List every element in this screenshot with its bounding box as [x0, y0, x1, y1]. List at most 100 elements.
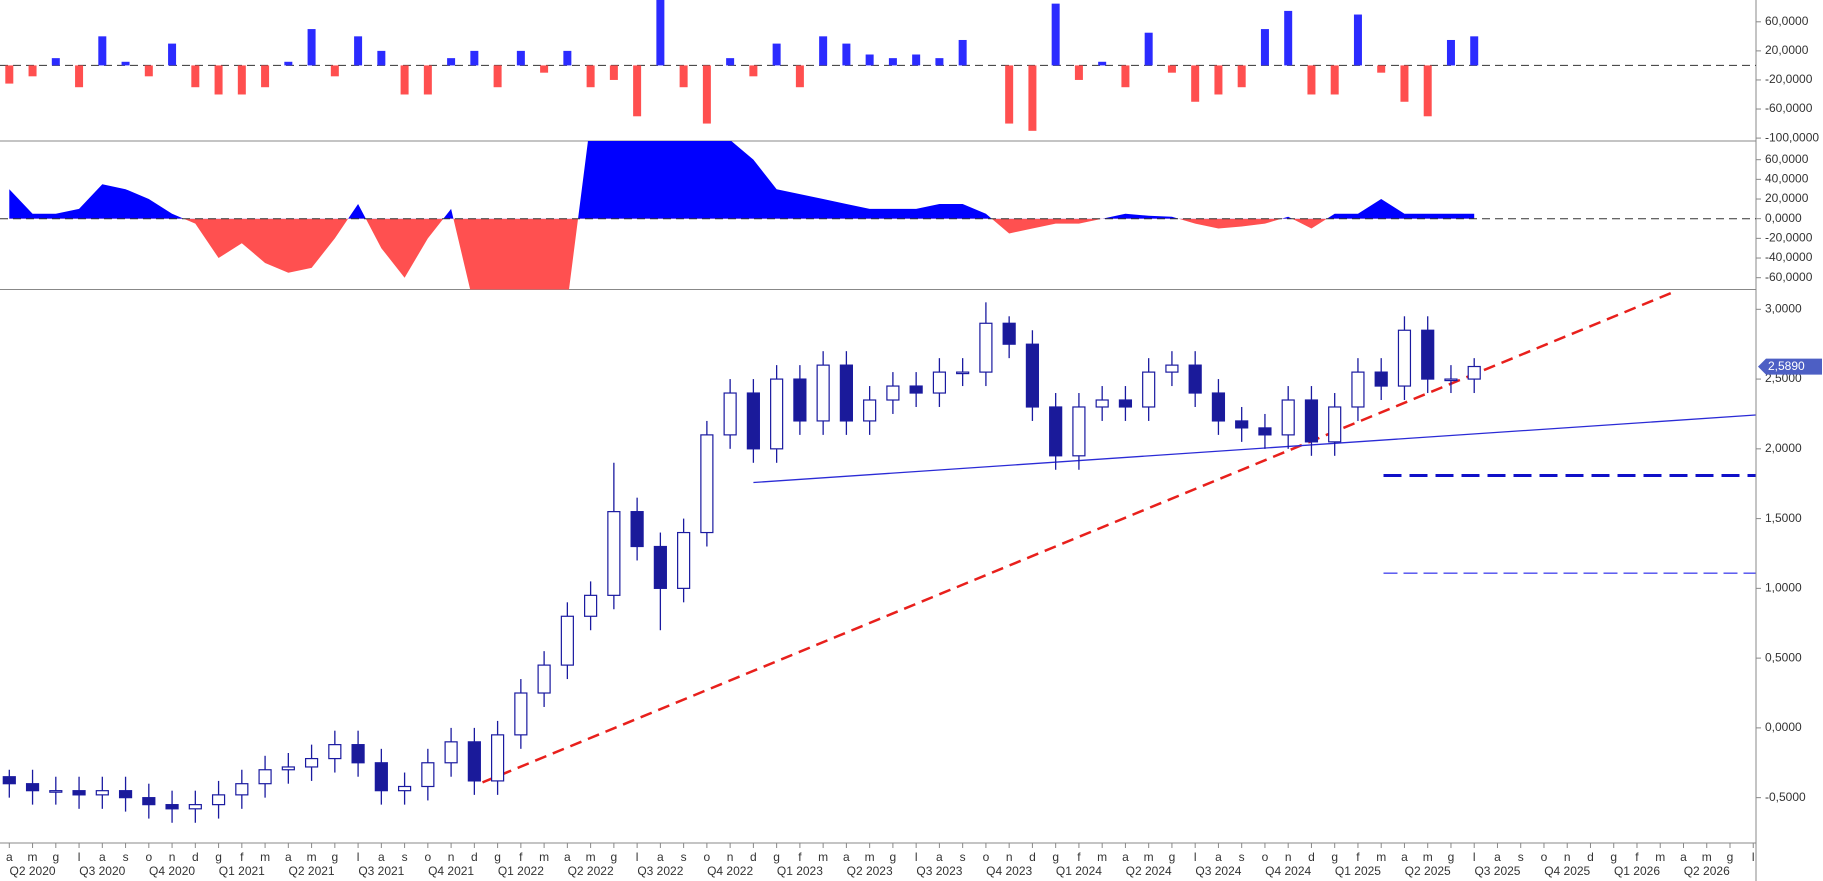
x-tick-label: f [1077, 850, 1081, 864]
quarter-label: Q1 2023 [777, 864, 823, 878]
bar [819, 36, 828, 66]
bar [563, 50, 572, 66]
area-positive [9, 141, 1475, 219]
bar [1400, 65, 1409, 102]
x-tick-label: g [331, 850, 338, 864]
x-tick-label: a [1122, 850, 1129, 864]
bar [144, 65, 153, 77]
y-tick-label: 2,0000 [1765, 441, 1802, 455]
bar [493, 65, 502, 88]
bar [1446, 39, 1455, 66]
candle-body [1444, 378, 1458, 382]
x-tick-label: g [52, 850, 59, 864]
candle-body [1397, 329, 1412, 387]
candle-body [979, 322, 993, 373]
candle-body [1281, 399, 1295, 436]
x-tick-label: s [681, 850, 687, 864]
x-tick-label: a [99, 850, 106, 864]
candle-body [1328, 406, 1342, 443]
candle-body [607, 511, 621, 596]
candle-body [909, 385, 923, 394]
x-tick-label: l [1194, 850, 1197, 864]
x-tick-label: a [843, 850, 850, 864]
bar [330, 65, 339, 77]
candle-body [723, 392, 737, 436]
y-tick-label: -100,0000 [1765, 130, 1819, 144]
bar [1214, 65, 1223, 95]
candle-body [1002, 322, 1016, 345]
bar [191, 65, 200, 88]
candle-body [1421, 329, 1435, 380]
bar [633, 65, 642, 117]
x-tick-label: m [1423, 850, 1433, 864]
bar [237, 65, 246, 95]
quarter-label: Q3 2024 [1195, 864, 1241, 878]
bar [1028, 65, 1037, 131]
y-tick-label: 1,5000 [1765, 511, 1802, 525]
bar [1330, 65, 1339, 95]
x-tick-label: l [636, 850, 639, 864]
candle-body [351, 744, 365, 764]
bar [423, 65, 432, 95]
x-tick-label: m [307, 850, 317, 864]
x-tick-label: l [78, 850, 81, 864]
y-tick-label: 20,0000 [1765, 43, 1809, 57]
bar [795, 65, 804, 88]
candle-body [397, 785, 412, 792]
quarter-label: Q2 2025 [1405, 864, 1451, 878]
candle-body [653, 545, 667, 589]
bar [1191, 65, 1200, 102]
x-tick-label: a [657, 850, 664, 864]
x-tick-label: m [586, 850, 596, 864]
x-tick-label: m [818, 850, 828, 864]
candle-body [816, 364, 830, 422]
plot [2, 302, 1481, 823]
bar [516, 50, 525, 66]
x-tick-label: o [145, 850, 152, 864]
bar [749, 65, 758, 77]
candle-body [165, 804, 179, 810]
candle-body [630, 511, 644, 548]
candle-body [1142, 371, 1156, 408]
x-tick-label: a [1494, 850, 1501, 864]
candle-body [304, 757, 319, 768]
x-tick-label: l [1473, 850, 1476, 864]
x-tick-label: o [425, 850, 432, 864]
bar [912, 54, 921, 66]
bar [1423, 65, 1432, 117]
bar [400, 65, 409, 95]
bar [1377, 65, 1386, 73]
quarter-label: Q1 2022 [498, 864, 544, 878]
bar [1074, 65, 1083, 80]
x-tick-label: g [1331, 850, 1338, 864]
bar [307, 29, 316, 66]
quarter-label: Q2 2022 [568, 864, 614, 878]
quarter-label: Q1 2024 [1056, 864, 1102, 878]
candle-body [142, 797, 156, 806]
bar [888, 58, 897, 66]
x-tick-label: a [378, 850, 385, 864]
y-tick-label: -20,0000 [1765, 72, 1813, 86]
x-tick-label: o [1541, 850, 1548, 864]
bar [1121, 65, 1130, 88]
candle-body [1235, 420, 1249, 429]
x-tick-label: f [798, 850, 802, 864]
quarter-label: Q4 2021 [428, 864, 474, 878]
price-tag-label: 2,5890 [1768, 359, 1805, 373]
candle-body [700, 434, 714, 534]
quarter-label: Q1 2025 [1335, 864, 1381, 878]
candle-body [1351, 371, 1365, 408]
x-tick-label: g [1448, 850, 1455, 864]
x-tick-label: m [865, 850, 875, 864]
x-tick-label: d [192, 850, 199, 864]
quarter-label: Q2 2021 [289, 864, 335, 878]
plot [0, 0, 1756, 131]
bar [726, 58, 735, 66]
bar [1307, 65, 1316, 95]
y-tick-label: 3,0000 [1765, 301, 1802, 315]
candle-body [1467, 365, 1481, 380]
quarter-label: Q3 2023 [916, 864, 962, 878]
x-tick-label: a [1680, 850, 1687, 864]
candle-body [188, 804, 202, 810]
